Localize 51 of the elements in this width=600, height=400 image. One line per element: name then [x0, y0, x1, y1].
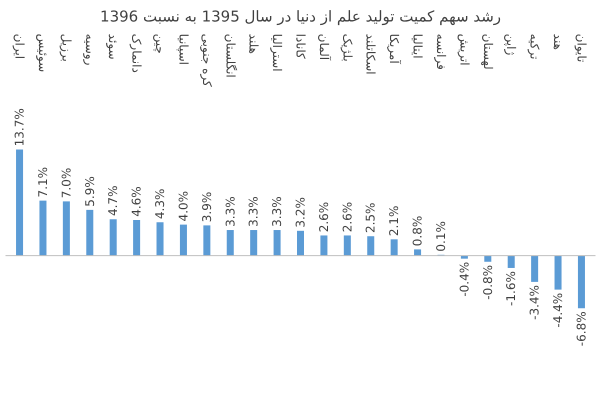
x-tick-label: آمریکا — [387, 34, 402, 64]
x-tick-label: لهستان — [480, 34, 495, 70]
data-label: -0.8% — [480, 264, 495, 300]
x-tick-label: چین — [153, 34, 168, 54]
x-tick-label: هند — [551, 34, 566, 50]
x-tick-label: ایتالیا — [410, 34, 425, 59]
data-label: 3.9% — [200, 192, 214, 222]
x-tick-label: فرانسه — [434, 34, 448, 70]
chart-title: رشد سهم کمیت تولید علم از دنیا در سال 1395 به نسبت 1396 — [100, 8, 502, 26]
data-label: 0.1% — [434, 221, 448, 252]
data-label: 13.7% — [12, 108, 27, 146]
x-tick-label: اسپانیا — [176, 34, 190, 65]
data-label: -3.4% — [528, 285, 542, 320]
x-tick-label: سوئد — [106, 34, 120, 60]
data-label: -6.8% — [574, 311, 588, 346]
x-tick-label: انگلستان — [223, 34, 238, 78]
x-tick-label: ژاپن — [504, 34, 518, 56]
x-tick-label: ترکیه — [528, 34, 542, 60]
data-label: 5.9% — [82, 176, 97, 207]
data-label: -4.4% — [551, 292, 566, 328]
data-label: 3.2% — [294, 197, 308, 228]
x-tick-label: کانادا — [294, 34, 308, 60]
data-label: 4.3% — [153, 188, 168, 220]
x-tick-label: اتریش — [457, 34, 472, 66]
data-label: 3.3% — [270, 196, 284, 227]
x-tick-label: کره جنوبی — [200, 34, 214, 87]
x-tick-label: تایوان — [574, 34, 588, 62]
data-label: 3.3% — [246, 196, 261, 227]
data-label: 4.6% — [130, 186, 144, 217]
x-tick-label: اسکاتلند — [364, 34, 378, 75]
data-label: 7.0% — [59, 168, 74, 198]
x-tick-label: بلژیک — [340, 34, 354, 62]
x-tick-label: برزیل — [59, 34, 74, 62]
x-tick-label: روسیه — [82, 34, 97, 66]
data-label: 4.0% — [176, 190, 190, 222]
x-tick-label: آلمان — [316, 34, 332, 61]
x-tick-label: دانمارک — [130, 34, 144, 73]
data-label: 4.7% — [106, 186, 120, 216]
data-label: 2.6% — [316, 202, 331, 232]
data-label: 7.1% — [36, 166, 50, 198]
x-tick-label: سوئیس — [36, 34, 50, 72]
x-tick-label: استرالیا — [270, 34, 284, 72]
x-tick-label: ایران — [12, 34, 27, 60]
data-label: -0.4% — [457, 262, 472, 297]
x-tick-label: هلند — [246, 34, 261, 54]
data-label: 2.1% — [387, 206, 402, 236]
data-label: 3.3% — [223, 196, 238, 227]
data-label: 2.6% — [340, 202, 354, 232]
data-label: 2.5% — [364, 202, 378, 234]
data-label: -1.6% — [504, 271, 518, 306]
data-label: 0.8% — [410, 216, 425, 246]
